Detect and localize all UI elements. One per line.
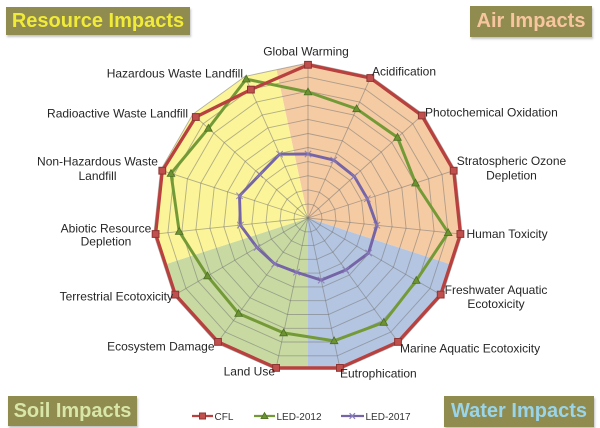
- svg-text:Photochemical Oxidation: Photochemical Oxidation: [425, 106, 558, 120]
- svg-text:Stratospheric Ozone: Stratospheric Ozone: [457, 154, 567, 168]
- svg-text:Non-Hazardous Waste: Non-Hazardous Waste: [37, 155, 158, 169]
- svg-text:Depletion: Depletion: [486, 169, 537, 183]
- svg-text:Human Toxicity: Human Toxicity: [467, 227, 548, 241]
- svg-text:Global Warming: Global Warming: [263, 45, 349, 59]
- svg-text:Radioactive Waste Landfill: Radioactive Waste Landfill: [47, 107, 188, 121]
- svg-text:Land Use: Land Use: [224, 365, 276, 379]
- svg-text:Marine Aquatic Ecotoxicity: Marine Aquatic Ecotoxicity: [400, 342, 540, 356]
- svg-text:Ecotoxicity: Ecotoxicity: [467, 297, 524, 311]
- svg-text:Ecosystem Damage: Ecosystem Damage: [107, 340, 215, 354]
- svg-text:Landfill: Landfill: [78, 169, 116, 183]
- svg-text:LED-2017: LED-2017: [366, 412, 411, 423]
- svg-text:CFL: CFL: [215, 412, 234, 423]
- svg-text:LED-2012: LED-2012: [277, 412, 322, 423]
- svg-text:Depletion: Depletion: [81, 235, 132, 249]
- svg-text:Acidification: Acidification: [372, 65, 436, 79]
- svg-text:Abiotic Resource: Abiotic Resource: [61, 222, 152, 236]
- svg-text:Eutrophication: Eutrophication: [340, 367, 417, 381]
- svg-text:Hazardous Waste Landfill: Hazardous Waste Landfill: [107, 67, 243, 81]
- svg-text:Freshwater Aquatic: Freshwater Aquatic: [445, 283, 548, 297]
- svg-text:Terrestrial Ecotoxicity: Terrestrial Ecotoxicity: [60, 290, 173, 304]
